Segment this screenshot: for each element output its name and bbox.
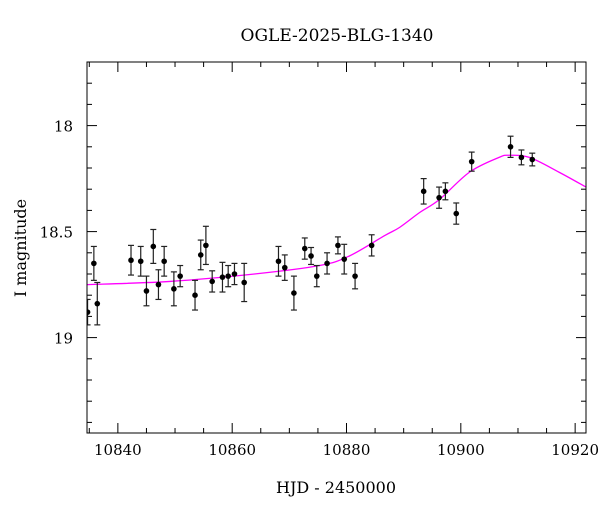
- data-marker: [368, 242, 375, 249]
- x-axis-label: HJD - 2450000: [276, 478, 396, 497]
- data-marker: [171, 286, 177, 292]
- data-point: [290, 275, 297, 311]
- data-point: [313, 264, 320, 288]
- data-marker: [291, 290, 297, 296]
- data-point: [219, 261, 226, 293]
- x-tick-label: 10840: [94, 441, 142, 459]
- data-marker: [529, 156, 536, 163]
- x-tick-label: 10860: [208, 441, 256, 459]
- data-point: [155, 269, 162, 301]
- data-marker: [241, 279, 247, 286]
- y-tick-label: 18.5: [40, 224, 73, 242]
- data-marker: [155, 281, 162, 288]
- data-marker: [87, 309, 91, 315]
- data-marker: [281, 264, 288, 271]
- data-marker: [91, 260, 97, 267]
- chart-title: OGLE-2025-BLG-1340: [241, 26, 434, 46]
- data-marker: [137, 258, 144, 265]
- data-point: [352, 262, 359, 290]
- data-marker: [197, 252, 204, 258]
- data-marker: [225, 273, 231, 279]
- data-point: [241, 262, 248, 303]
- data-point: [197, 239, 204, 271]
- data-marker: [301, 245, 308, 252]
- data-marker: [143, 288, 150, 294]
- data-marker: [203, 242, 209, 249]
- data-marker: [341, 256, 348, 262]
- data-marker: [209, 278, 215, 285]
- x-tick-label: 10920: [551, 441, 599, 459]
- data-point: [341, 243, 348, 275]
- data-marker: [231, 271, 238, 277]
- data-point: [128, 244, 135, 276]
- data-marker: [468, 158, 475, 165]
- data-point: [529, 152, 536, 167]
- data-point: [468, 151, 475, 172]
- data-point: [507, 135, 514, 158]
- data-marker: [177, 273, 183, 279]
- data-point: [143, 275, 150, 307]
- y-tick-label: 18: [54, 118, 73, 136]
- data-point: [420, 178, 427, 205]
- x-tick-label: 10880: [323, 441, 371, 459]
- data-point: [324, 252, 331, 275]
- data-marker: [420, 188, 427, 195]
- y-axis-label: I magnitude: [11, 199, 30, 297]
- data-point: [150, 228, 157, 264]
- data-marker: [436, 194, 442, 201]
- data-point: [231, 262, 238, 286]
- data-marker: [507, 144, 514, 150]
- data-point: [225, 264, 232, 288]
- data-point: [177, 264, 184, 288]
- model-curve: [87, 154, 586, 286]
- data-marker: [308, 253, 314, 259]
- data-point: [275, 245, 282, 277]
- data-point: [94, 281, 101, 326]
- data-marker: [442, 188, 449, 195]
- data-point: [368, 234, 375, 257]
- data-marker: [324, 260, 330, 267]
- data-marker: [128, 257, 134, 264]
- data-marker: [335, 242, 341, 249]
- data-point: [87, 298, 91, 326]
- data-marker: [161, 258, 167, 265]
- data-marker: [94, 300, 101, 307]
- y-tick-label: 19: [54, 330, 73, 348]
- data-point: [90, 245, 97, 281]
- plot-frame: [86, 61, 587, 434]
- data-point: [281, 254, 288, 281]
- data-point: [453, 202, 460, 225]
- data-point: [161, 245, 168, 277]
- data-marker: [192, 292, 198, 299]
- data-point: [209, 270, 216, 293]
- data-marker: [150, 243, 157, 250]
- data-point: [192, 279, 199, 311]
- data-point: [170, 271, 177, 307]
- data-point: [334, 236, 341, 255]
- data-point: [301, 237, 308, 260]
- data-marker: [219, 274, 226, 280]
- data-marker: [313, 273, 320, 279]
- data-marker: [453, 210, 460, 217]
- data-marker: [275, 258, 282, 265]
- data-point: [436, 186, 443, 209]
- data-point: [518, 149, 525, 166]
- data-marker: [352, 273, 358, 279]
- data-point: [442, 182, 449, 201]
- data-marker: [518, 154, 525, 161]
- x-tick-label: 10900: [437, 441, 485, 459]
- data-point: [308, 246, 315, 266]
- data-point: [137, 245, 144, 277]
- data-point: [202, 225, 209, 266]
